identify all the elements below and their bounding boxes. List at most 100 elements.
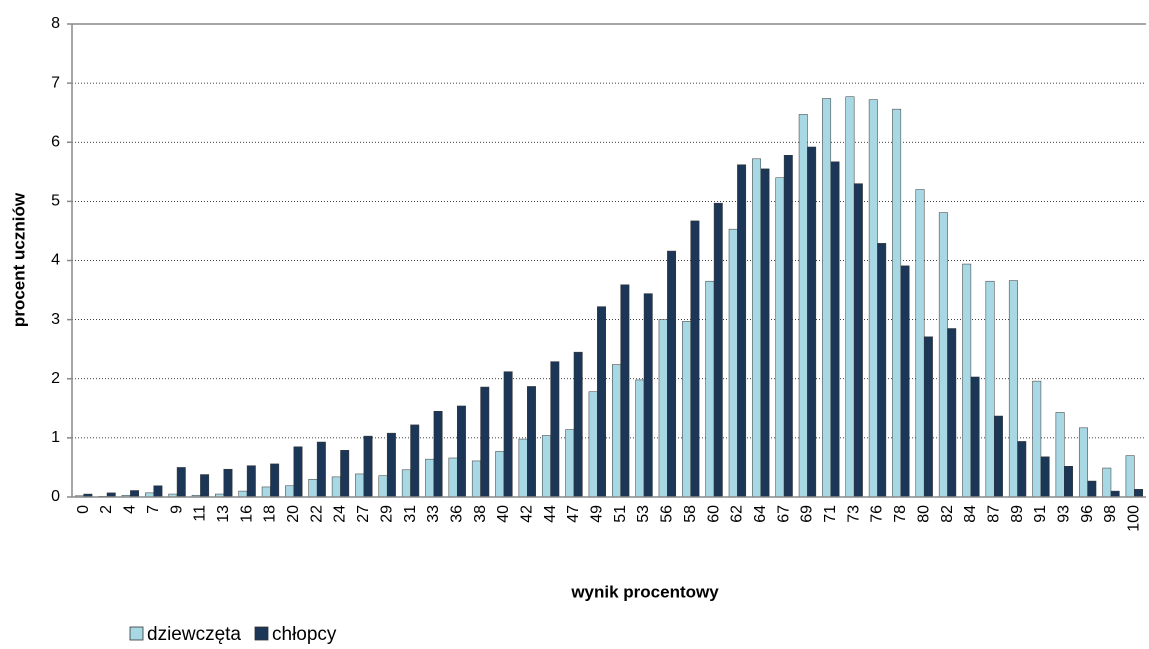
- y-tick-label: 2: [51, 370, 60, 387]
- bar: [682, 321, 691, 498]
- x-tick-label: 58: [682, 505, 699, 523]
- y-axis-title: procent uczniów: [9, 192, 28, 327]
- bar: [1032, 380, 1042, 498]
- x-tick-label: 7: [145, 505, 162, 514]
- bar: [503, 371, 513, 498]
- bar: [410, 424, 420, 498]
- x-tick-label: 87: [985, 505, 1002, 523]
- bar: [985, 280, 995, 498]
- bar: [1040, 456, 1050, 498]
- x-tick-label: 80: [915, 505, 932, 523]
- x-tick-label: 36: [448, 505, 465, 523]
- bar: [900, 265, 910, 498]
- x-tick-label: 11: [192, 505, 209, 522]
- bar: [667, 250, 677, 498]
- x-tick-label: 42: [519, 505, 536, 523]
- x-tick-label: 18: [262, 505, 279, 523]
- x-tick-label: 24: [332, 505, 349, 523]
- bar: [737, 164, 747, 498]
- bar: [635, 379, 645, 498]
- bar: [1017, 441, 1027, 498]
- x-tick-label: 22: [308, 505, 325, 523]
- bar: [331, 476, 341, 498]
- y-tick-label: 0: [51, 488, 60, 505]
- x-tick-label: 47: [565, 505, 582, 523]
- bar: [728, 228, 738, 498]
- bar: [308, 479, 318, 498]
- bar: [877, 243, 887, 498]
- bar: [386, 432, 396, 498]
- bar: [550, 361, 560, 498]
- bar: [448, 457, 458, 498]
- bar: [316, 441, 326, 498]
- x-tick-label: 4: [122, 505, 139, 514]
- x-tick-label: 91: [1032, 505, 1049, 523]
- x-tick-label: 84: [962, 505, 979, 523]
- bar: [130, 490, 140, 498]
- bar: [868, 99, 878, 498]
- bar: [915, 189, 925, 498]
- bar: [471, 460, 481, 498]
- x-tick-label: 93: [1056, 505, 1073, 523]
- bar: [752, 158, 762, 498]
- bar: [1110, 490, 1120, 498]
- y-tick-label: 5: [51, 193, 60, 210]
- bar: [495, 451, 505, 498]
- bar: [176, 467, 186, 498]
- bar: [270, 463, 280, 498]
- bar: [1134, 489, 1143, 498]
- bar: [1125, 455, 1135, 498]
- x-tick-label: 33: [425, 505, 442, 523]
- x-tick-label: 56: [659, 505, 676, 523]
- legend-swatch: [254, 626, 269, 641]
- legend-swatch: [129, 626, 144, 641]
- bar: [518, 438, 528, 498]
- bar: [456, 405, 466, 498]
- bar: [962, 263, 972, 498]
- x-tick-label: 53: [635, 505, 652, 523]
- bar: [541, 435, 551, 498]
- bar: [401, 469, 411, 498]
- bar: [355, 473, 365, 498]
- bar: [1102, 467, 1112, 498]
- bar: [565, 429, 575, 498]
- bar: [1008, 280, 1018, 498]
- bar: [775, 177, 785, 498]
- x-tick-label: 64: [752, 505, 769, 523]
- x-tick-label: 89: [1009, 505, 1026, 523]
- x-tick-label: 38: [472, 505, 489, 523]
- x-tick-label: 62: [729, 505, 746, 523]
- bar: [798, 114, 808, 498]
- x-tick-label: 29: [378, 505, 395, 523]
- bar: [480, 386, 490, 498]
- x-tick-label: 20: [285, 505, 302, 523]
- y-tick-label: 3: [51, 311, 60, 328]
- bar: [612, 364, 621, 498]
- bar: [573, 351, 583, 498]
- x-tick-label: 13: [215, 505, 232, 523]
- x-tick-label: 71: [822, 505, 839, 523]
- bar: [853, 183, 863, 498]
- x-tick-label: 0: [75, 505, 92, 514]
- bar: [527, 386, 536, 498]
- bar: [705, 280, 715, 498]
- x-tick-label: 31: [402, 505, 419, 523]
- bar: [340, 450, 350, 498]
- bar: [970, 376, 980, 498]
- x-tick-label: 69: [799, 505, 816, 523]
- x-tick-label: 96: [1079, 505, 1096, 523]
- x-tick-label: 60: [705, 505, 722, 523]
- bar: [597, 306, 606, 498]
- x-tick-label: 73: [845, 505, 862, 523]
- x-tick-label: 67: [775, 505, 792, 523]
- bar: [363, 435, 373, 498]
- bar: [620, 284, 630, 498]
- x-tick-label: 9: [168, 505, 185, 514]
- y-tick-label: 7: [51, 74, 60, 91]
- y-tick-label: 4: [51, 252, 60, 269]
- x-axis-title: wynik procentowy: [570, 582, 719, 601]
- bar: [643, 293, 653, 498]
- bar: [261, 486, 271, 498]
- bar: [588, 391, 598, 498]
